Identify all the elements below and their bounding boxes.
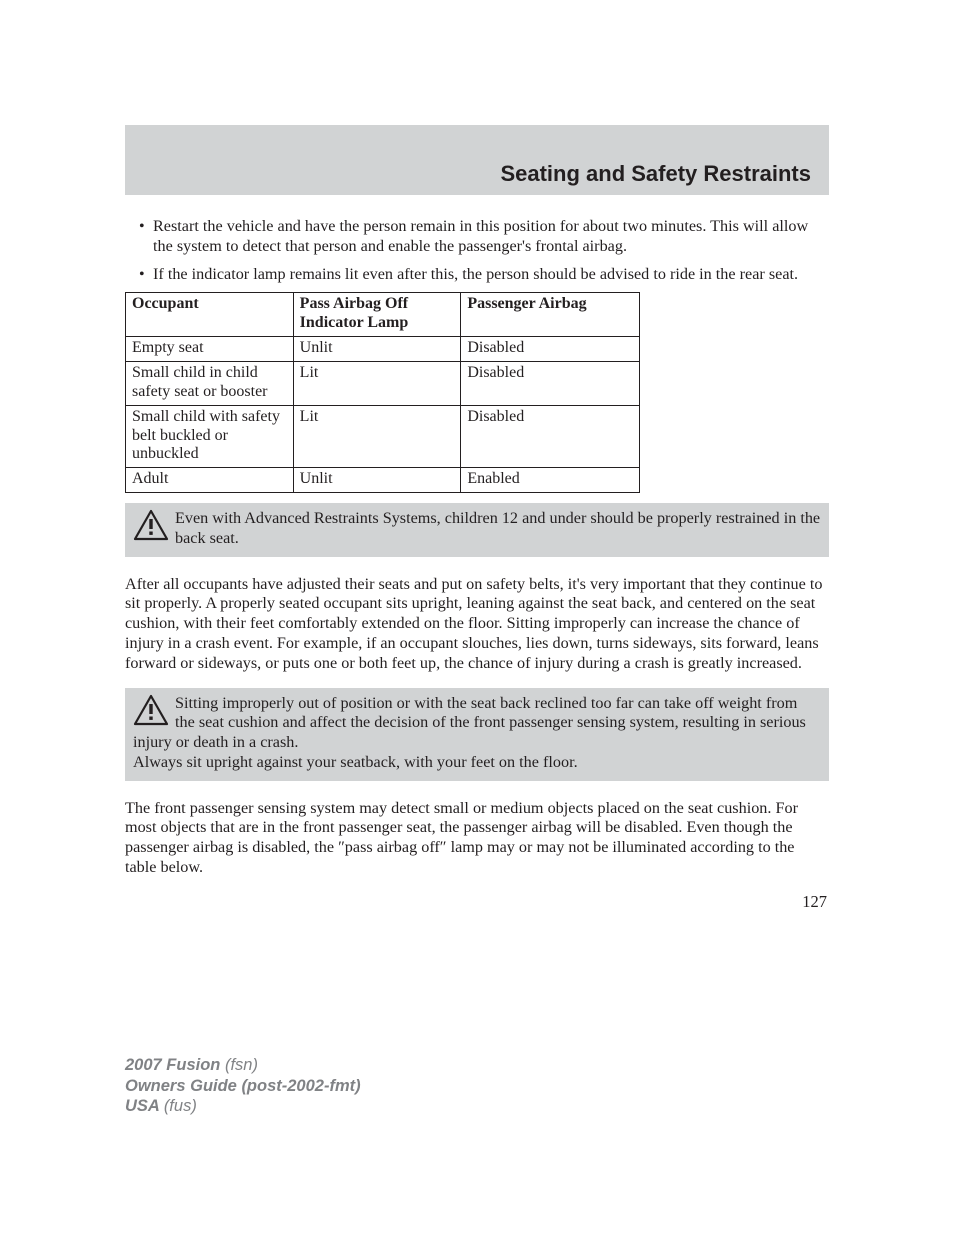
table-cell: Adult — [126, 468, 294, 493]
warning-text: Even with Advanced Restraints Systems, c… — [175, 509, 820, 547]
table-cell: Disabled — [461, 337, 640, 362]
warning-box: Even with Advanced Restraints Systems, c… — [125, 503, 829, 557]
footer-line: USA (fus) — [125, 1096, 361, 1117]
table-row: Small child in child safety seat or boos… — [126, 361, 640, 405]
footer-line: Owners Guide (post-2002-fmt) — [125, 1076, 361, 1097]
table-row: Empty seat Unlit Disabled — [126, 337, 640, 362]
footer-text: (fus) — [164, 1097, 197, 1115]
table-cell: Lit — [293, 405, 461, 468]
table-cell: Unlit — [293, 337, 461, 362]
footer-line: 2007 Fusion (fsn) — [125, 1055, 361, 1076]
table-header-cell: Pass Airbag Off Indicator Lamp — [293, 293, 461, 337]
body-paragraph: The front passenger sensing system may d… — [125, 799, 829, 878]
table-cell: Small child in child safety seat or boos… — [126, 361, 294, 405]
table-row: Adult Unlit Enabled — [126, 468, 640, 493]
table-row: Small child with safety belt buckled or … — [126, 405, 640, 468]
table-cell: Disabled — [461, 361, 640, 405]
body-paragraph: After all occupants have adjusted their … — [125, 575, 829, 674]
table-cell: Lit — [293, 361, 461, 405]
table-cell: Empty seat — [126, 337, 294, 362]
footer-block: 2007 Fusion (fsn) Owners Guide (post-200… — [125, 1055, 361, 1117]
table-header-row: Occupant Pass Airbag Off Indicator Lamp … — [126, 293, 640, 337]
table-cell: Enabled — [461, 468, 640, 493]
section-title: Seating and Safety Restraints — [500, 161, 811, 187]
section-header-bar: Seating and Safety Restraints — [125, 125, 829, 195]
bullet-item: Restart the vehicle and have the person … — [139, 217, 829, 257]
bullet-list: Restart the vehicle and have the person … — [125, 217, 829, 284]
page-number: 127 — [125, 892, 829, 912]
airbag-status-table: Occupant Pass Airbag Off Indicator Lamp … — [125, 292, 640, 493]
body-content: Restart the vehicle and have the person … — [125, 195, 829, 912]
warning-triangle-icon — [133, 694, 169, 726]
table-cell: Small child with safety belt buckled or … — [126, 405, 294, 468]
footer-bold: 2007 Fusion — [125, 1056, 225, 1074]
page-content-region: Seating and Safety Restraints Restart th… — [125, 125, 829, 1110]
warning-box: Sitting improperly out of position or wi… — [125, 688, 829, 781]
footer-bold: Owners Guide (post-2002-fmt) — [125, 1077, 361, 1095]
footer-bold: USA — [125, 1097, 164, 1115]
warning-text: Sitting improperly out of position or wi… — [133, 694, 806, 771]
table-header-cell: Occupant — [126, 293, 294, 337]
footer-text: (fsn) — [225, 1056, 258, 1074]
table-header-cell: Passenger Airbag — [461, 293, 640, 337]
table-cell: Disabled — [461, 405, 640, 468]
table-cell: Unlit — [293, 468, 461, 493]
warning-triangle-icon — [133, 509, 169, 541]
bullet-item: If the indicator lamp remains lit even a… — [139, 265, 829, 285]
